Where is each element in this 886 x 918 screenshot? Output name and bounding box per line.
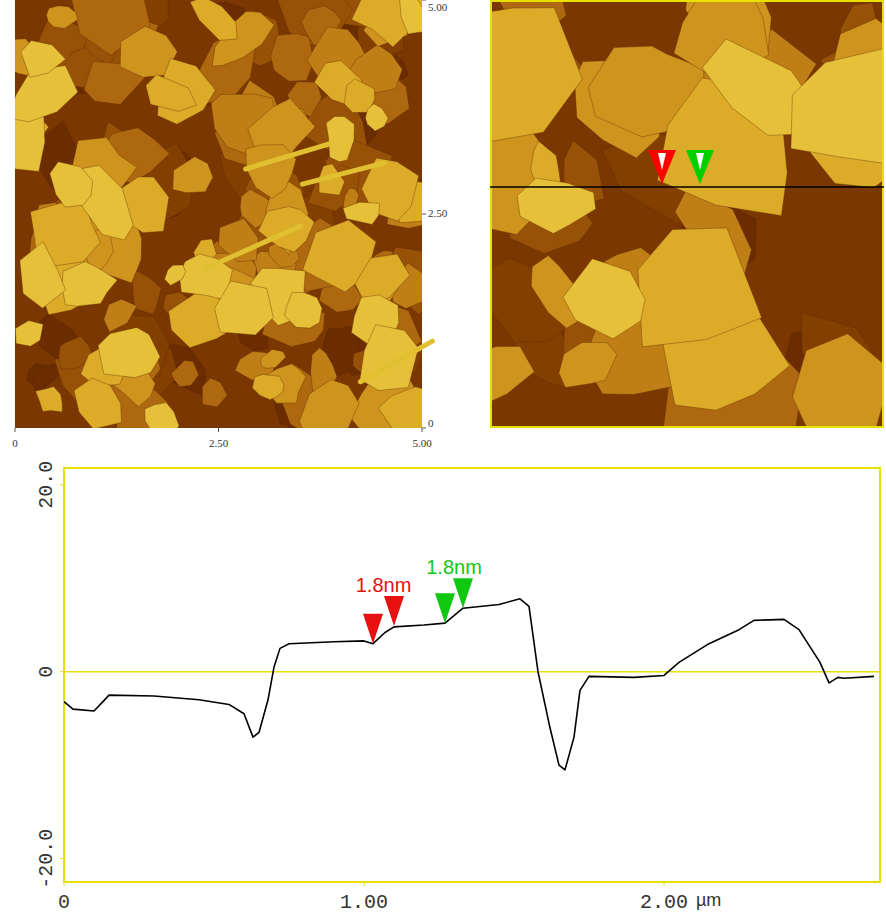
afm-flake — [98, 327, 160, 377]
afm-flake — [261, 349, 286, 368]
afm-texture — [15, 0, 422, 428]
afm-flake — [343, 202, 380, 224]
profile-chart: 1.8nm1.8nm01.002.00µm-20.0020.0 — [35, 461, 880, 914]
afm-flake — [285, 292, 322, 328]
afm-flake — [104, 299, 137, 332]
y-tick — [60, 671, 64, 672]
image-frame — [491, 1, 883, 427]
x-tick-label: 5.00 — [412, 437, 432, 449]
x-tick-label: 2.00 — [640, 891, 688, 914]
x-tick-label: 0 — [12, 437, 18, 449]
afm-flake — [271, 34, 314, 82]
afm-flake — [21, 41, 66, 78]
x-tick — [64, 882, 65, 886]
afm-flake — [36, 386, 63, 412]
cursor-marker — [453, 578, 473, 608]
cursor-marker-inner — [658, 153, 666, 170]
afm-flake — [326, 116, 354, 161]
cursor-marker — [363, 614, 383, 644]
profile-curve — [64, 599, 874, 770]
figure: 0 2.50 5.00 0 2.50 5.00 1.8nm 1.8nm 0 1.00 2.00 µm -… — [0, 0, 886, 918]
y-tick — [60, 858, 64, 859]
y-tick — [422, 214, 426, 215]
cursor-marker — [435, 593, 455, 623]
zero-line — [64, 671, 880, 673]
afm-texture — [490, 0, 884, 428]
cursor-marker — [648, 150, 676, 184]
afm-flake — [246, 145, 296, 199]
x-tick — [364, 882, 365, 886]
y-tick-label: 5.00 — [428, 1, 448, 13]
afm-flake — [299, 380, 359, 428]
x-tick — [664, 882, 665, 886]
afm-flake — [563, 259, 645, 339]
afm-flake — [365, 104, 388, 131]
y-tick — [422, 428, 426, 429]
afm-flake — [15, 321, 43, 347]
y-tick — [422, 0, 426, 1]
afm-rod — [360, 341, 432, 382]
afm-flake — [378, 387, 422, 428]
afm-flake — [74, 378, 122, 428]
afm-flake — [793, 334, 885, 428]
afm-flake — [20, 242, 66, 308]
afm-flake — [190, 0, 237, 40]
afm-flake — [490, 346, 534, 404]
afm-ground — [15, 0, 422, 428]
x-tick — [218, 428, 219, 432]
afm-flake — [252, 374, 284, 399]
afm-rod — [303, 163, 385, 184]
afm-flake — [171, 360, 199, 386]
y-tick-label: 0 — [428, 417, 434, 429]
afm-flake — [46, 6, 77, 29]
afm-flake — [133, 271, 162, 315]
afm-flake — [559, 342, 617, 387]
afm-flake — [490, 8, 582, 144]
y-tick-label: -20.0 — [35, 829, 58, 889]
x-tick-label: 1.00 — [340, 891, 388, 914]
annotation-label: 1.8nm — [426, 556, 482, 578]
x-tick-label: 0 — [58, 891, 70, 914]
y-tick-label: 0 — [35, 666, 58, 678]
afm-flake — [638, 228, 762, 347]
profile-line — [490, 186, 884, 188]
afm-flake — [360, 325, 419, 391]
afm-flake — [791, 49, 884, 165]
plot-frame — [64, 468, 880, 882]
afm-flake — [15, 66, 78, 122]
afm-flake — [400, 0, 422, 34]
afm-flake — [258, 207, 314, 253]
y-tick — [60, 484, 64, 485]
x-tick — [15, 428, 16, 432]
y-tick-label: 2.50 — [428, 207, 448, 219]
afm-rod — [204, 226, 300, 269]
afm-flake — [50, 162, 93, 207]
y-tick-label: 20.0 — [35, 461, 58, 509]
afm-flake — [173, 157, 213, 193]
x-tick — [422, 428, 423, 432]
afm-rod — [246, 144, 329, 169]
cursor-marker — [384, 596, 404, 626]
x-tick-label: 2.50 — [209, 437, 229, 449]
afm-flake — [165, 265, 186, 286]
afm-image — [0, 0, 445, 453]
x-axis-unit: µm — [696, 890, 721, 910]
afm-flake — [202, 378, 227, 407]
afm-flake — [146, 75, 197, 112]
afm-flake — [215, 281, 274, 335]
cursor-marker — [686, 150, 714, 184]
plot-area — [64, 599, 880, 770]
afm-flake — [145, 403, 179, 428]
cursor-marker-inner — [696, 153, 704, 170]
annotation-label: 1.8nm — [356, 574, 412, 596]
afm-image-zoom — [441, 0, 886, 454]
afm-flake — [62, 262, 117, 307]
